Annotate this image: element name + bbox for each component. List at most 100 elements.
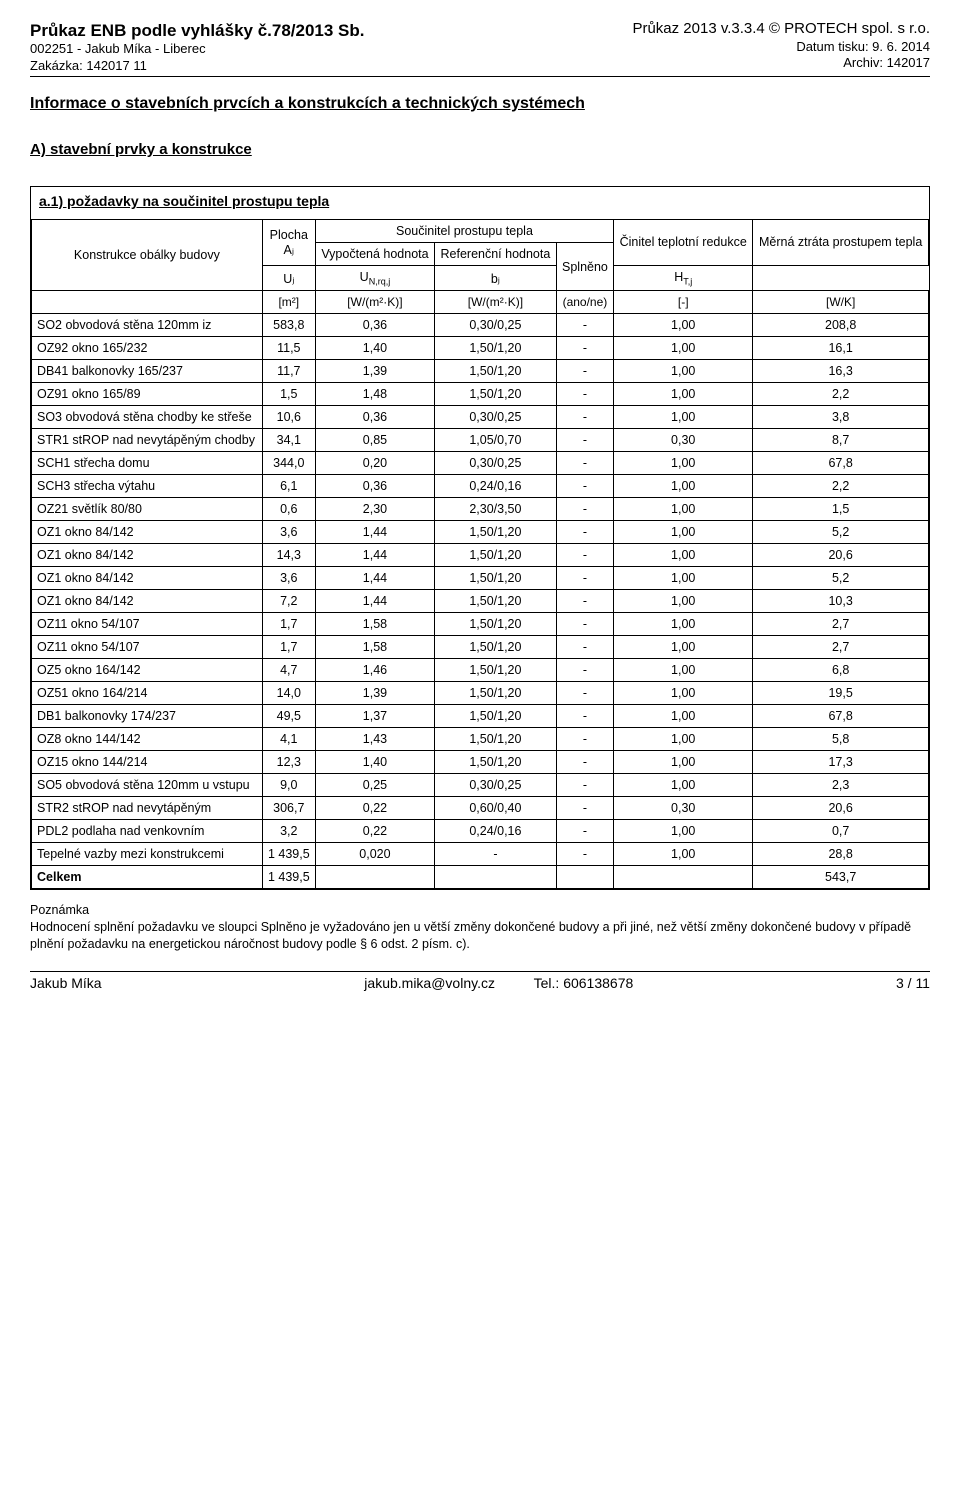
cell-h: 5,2 <box>753 567 929 590</box>
units-c5: (ano/ne) <box>556 291 613 314</box>
cell-spl: - <box>556 452 613 475</box>
cell-total-b <box>614 866 753 889</box>
cell-area: 34,1 <box>262 429 315 452</box>
cell-h: 208,8 <box>753 314 929 337</box>
col-factor: Činitel teplotní redukce <box>614 219 753 265</box>
cell-spl: - <box>556 659 613 682</box>
col-factor-sym: bⱼ <box>435 265 557 291</box>
cell-total-ref <box>435 866 557 889</box>
note-body: Hodnocení splnění požadavku ve sloupci S… <box>30 919 930 953</box>
cell-ref: 1,50/1,20 <box>435 659 557 682</box>
cell-total-name: Celkem <box>32 866 263 889</box>
col-factor-label: Činitel teplotní redukce <box>620 235 747 249</box>
table-row: PDL2 podlaha nad venkovním3,20,220,24/0,… <box>32 820 929 843</box>
cell-h: 2,2 <box>753 383 929 406</box>
header-archive: Archiv: 142017 <box>632 55 930 71</box>
col-area-label: Plocha <box>270 228 308 242</box>
cell-ref: 1,50/1,20 <box>435 751 557 774</box>
cell-ref: 1,50/1,20 <box>435 521 557 544</box>
cell-spl: - <box>556 774 613 797</box>
cell-ref: 0,30/0,25 <box>435 774 557 797</box>
table-row: OZ91 okno 165/891,51,481,50/1,20-1,002,2 <box>32 383 929 406</box>
col-coefficient-group: Součinitel prostupu tepla <box>315 219 613 242</box>
cell-name: SO5 obvodová stěna 120mm u vstupu <box>32 774 263 797</box>
cell-h: 19,5 <box>753 682 929 705</box>
cell-spl: - <box>556 820 613 843</box>
cell-h: 5,2 <box>753 521 929 544</box>
cell-area: 49,5 <box>262 705 315 728</box>
cell-name: OZ51 okno 164/214 <box>32 682 263 705</box>
cell-h: 1,5 <box>753 498 929 521</box>
cell-u: 0,22 <box>315 797 434 820</box>
cell-spl: - <box>556 797 613 820</box>
header-software: Průkaz 2013 v.3.3.4 © PROTECH spol. s r.… <box>632 20 930 39</box>
cell-name: OZ1 okno 84/142 <box>32 567 263 590</box>
cell-area: 4,7 <box>262 659 315 682</box>
table-row: OZ11 okno 54/1071,71,581,50/1,20-1,002,7 <box>32 613 929 636</box>
cell-u: 1,44 <box>315 590 434 613</box>
section-title: Informace o stavebních prvcích a konstru… <box>30 95 930 113</box>
cell-ref: 1,50/1,20 <box>435 337 557 360</box>
units-c2: [m²] <box>262 291 315 314</box>
footer-email: jakub.mika@volny.cz <box>364 975 495 991</box>
footer-author: Jakub Míka <box>30 975 102 991</box>
cell-b: 1,00 <box>614 567 753 590</box>
header-print-date: Datum tisku: 9. 6. 2014 <box>632 39 930 55</box>
cell-h: 20,6 <box>753 544 929 567</box>
note: Poznámka Hodnocení splnění požadavku ve … <box>30 902 930 953</box>
cell-h: 0,7 <box>753 820 929 843</box>
page: Průkaz ENB podle vyhlášky č.78/2013 Sb. … <box>0 0 960 1011</box>
cell-b: 1,00 <box>614 406 753 429</box>
table-row: OZ5 okno 164/1424,71,461,50/1,20-1,006,8 <box>32 659 929 682</box>
cell-h: 17,3 <box>753 751 929 774</box>
cell-name: OZ11 okno 54/107 <box>32 636 263 659</box>
col-loss: Měrná ztráta prostupem tepla <box>753 219 929 265</box>
cell-h: 2,3 <box>753 774 929 797</box>
sym-u: U <box>360 270 369 284</box>
cell-spl: - <box>556 636 613 659</box>
units-c6: [-] <box>614 291 753 314</box>
col-area: Plocha Aⱼ <box>262 219 315 265</box>
cell-spl: - <box>556 360 613 383</box>
cell-u: 0,36 <box>315 314 434 337</box>
cell-u: 1,37 <box>315 705 434 728</box>
cell-area: 583,8 <box>262 314 315 337</box>
table-row: OZ51 okno 164/21414,01,391,50/1,20-1,001… <box>32 682 929 705</box>
table-row-total: Celkem1 439,5543,7 <box>32 866 929 889</box>
cell-name: SO3 obvodová stěna chodby ke střeše <box>32 406 263 429</box>
cell-b: 1,00 <box>614 314 753 337</box>
cell-area: 7,2 <box>262 590 315 613</box>
cell-area: 0,6 <box>262 498 315 521</box>
cell-name: SO2 obvodová stěna 120mm iz <box>32 314 263 337</box>
cell-area: 12,3 <box>262 751 315 774</box>
cell-spl: - <box>556 613 613 636</box>
footer-phone-label: Tel.: <box>534 975 564 991</box>
cell-ref: 0,24/0,16 <box>435 820 557 843</box>
cell-b: 1,00 <box>614 820 753 843</box>
cell-ref: 1,50/1,20 <box>435 728 557 751</box>
cell-area: 344,0 <box>262 452 315 475</box>
cell-ref: 0,30/0,25 <box>435 314 557 337</box>
cell-u: 0,20 <box>315 452 434 475</box>
cell-u: 2,30 <box>315 498 434 521</box>
cell-u: 1,44 <box>315 544 434 567</box>
cell-area: 1 439,5 <box>262 843 315 866</box>
cell-ref: 1,50/1,20 <box>435 682 557 705</box>
cell-total-u <box>315 866 434 889</box>
cell-h: 6,8 <box>753 659 929 682</box>
col-loss-sym: HT,j <box>614 265 753 291</box>
cell-u: 1,39 <box>315 682 434 705</box>
cell-h: 10,3 <box>753 590 929 613</box>
table-row: OZ15 okno 144/21412,31,401,50/1,20-1,001… <box>32 751 929 774</box>
table-row: STR1 stROP nad nevytápěným chodby34,10,8… <box>32 429 929 452</box>
cell-h: 2,7 <box>753 636 929 659</box>
cell-u: 0,85 <box>315 429 434 452</box>
subsection-title: A) stavební prvky a konstrukce <box>30 141 930 158</box>
cell-name: DB41 balkonovky 165/237 <box>32 360 263 383</box>
cell-b: 1,00 <box>614 498 753 521</box>
table-row: SO5 obvodová stěna 120mm u vstupu9,00,25… <box>32 774 929 797</box>
cell-spl: - <box>556 337 613 360</box>
cell-area: 1,5 <box>262 383 315 406</box>
cell-h: 3,8 <box>753 406 929 429</box>
cell-u: 1,44 <box>315 521 434 544</box>
